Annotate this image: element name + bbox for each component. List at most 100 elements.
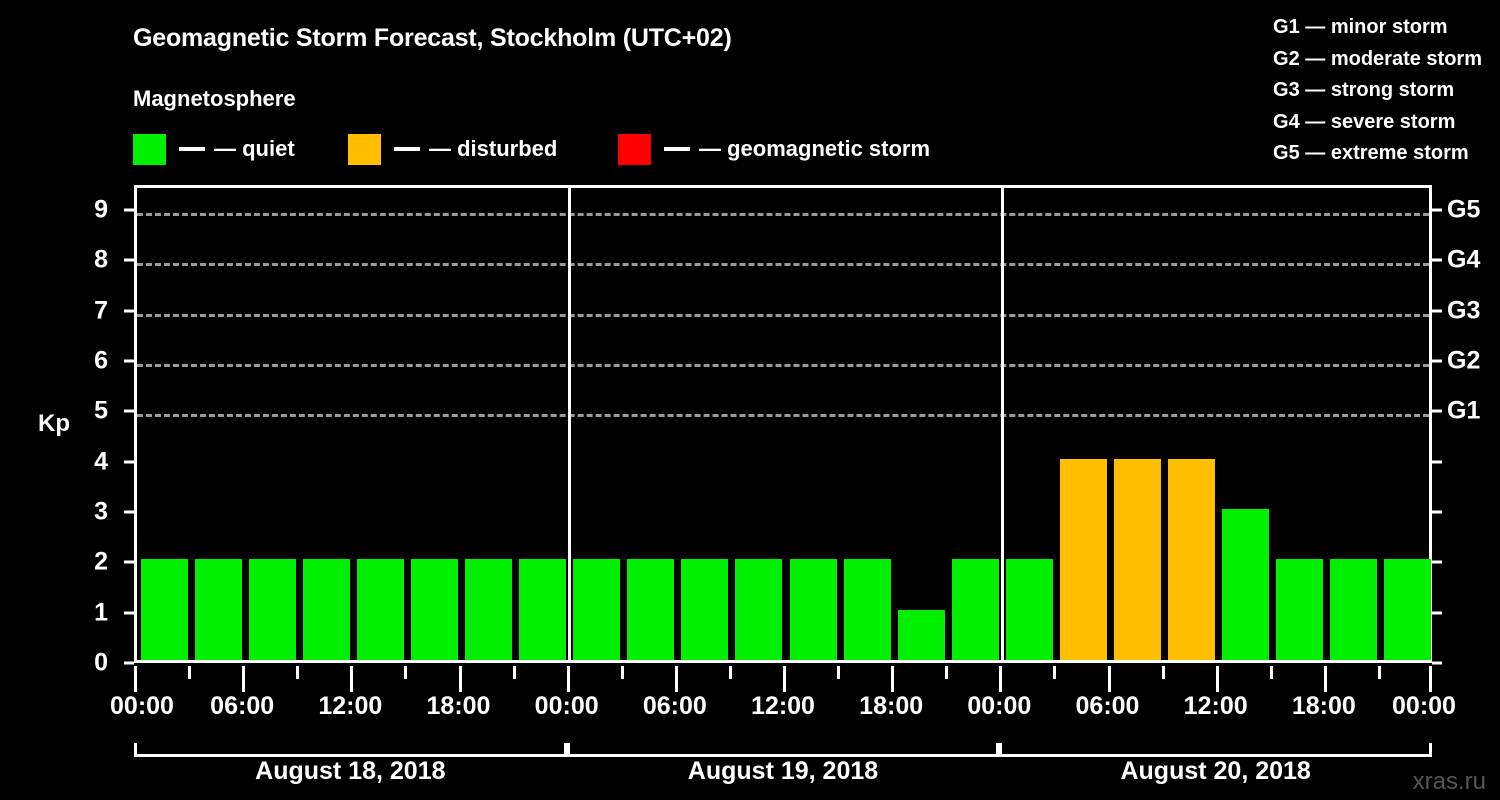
y-tick-mark-8 — [124, 258, 134, 262]
gridline-kp-8 — [137, 263, 1429, 267]
x-tick-mark — [1053, 666, 1057, 679]
legend-item-disturbed: — disturbed — [348, 133, 557, 165]
legend-label-quiet: — quiet — [214, 136, 295, 161]
g-axis-tick-mark-3 — [1432, 510, 1442, 514]
legend-label-geomagnetic-storm: — geomagnetic storm — [699, 136, 931, 161]
y-tick-mark-9 — [124, 208, 134, 212]
g-scale-label-G5: G5 — [1447, 195, 1481, 224]
bar — [789, 559, 837, 660]
day-label: August 20, 2018 — [1120, 757, 1311, 785]
x-tick-mark — [728, 666, 732, 679]
x-tick-mark — [296, 666, 300, 679]
x-tick-label: 00:00 — [110, 692, 174, 720]
g-scale-label-G3: G3 — [1447, 296, 1481, 325]
x-tick-mark — [1107, 666, 1111, 692]
bar — [1276, 559, 1324, 660]
g-axis-tick-mark-7 — [1432, 309, 1442, 313]
bar — [1384, 559, 1432, 660]
g-scale-label-G1: G1 — [1447, 396, 1481, 425]
x-tick-label: 06:00 — [210, 692, 275, 720]
legend-dash-icon — [664, 147, 690, 151]
y-tick-label-4: 4 — [94, 447, 108, 476]
x-axis-labels: 00:00 06:00 12:00 18:00 00:00 06:00 12:00 18:00… — [110, 692, 1456, 724]
x-tick-mark — [1269, 666, 1273, 679]
bar — [627, 559, 675, 660]
bar — [735, 559, 783, 660]
x-tick-label: 18:00 — [1291, 692, 1356, 720]
y-tick-label-6: 6 — [94, 346, 108, 375]
x-tick-mark — [999, 666, 1003, 692]
y-tick-mark-3 — [124, 510, 134, 514]
x-tick-label: 06:00 — [1075, 692, 1140, 720]
day-brackets: August 18, 2018 August 19, 2018 August 20,… — [134, 743, 1432, 795]
y-tick-label-0: 0 — [94, 648, 108, 677]
g-scale-axis-labels: G1 G2 G3 G4 G5 — [1447, 185, 1500, 663]
day-bracket — [999, 743, 1432, 757]
y-tick-mark-5 — [124, 409, 134, 413]
x-tick-label: 18:00 — [426, 692, 491, 720]
x-tick-mark — [620, 666, 624, 679]
g-scale-axis-ticks — [1432, 185, 1442, 665]
gscale-legend: G1 — minor storm G2 — moderate storm G3 — … — [1273, 12, 1482, 170]
bar — [410, 559, 458, 660]
x-tick-mark — [1161, 666, 1165, 679]
y-tick-label-2: 2 — [94, 547, 108, 576]
x-tick-mark — [1377, 666, 1381, 679]
x-tick-mark — [1323, 666, 1327, 692]
x-tick-mark — [458, 666, 462, 692]
x-tick-label: 12:00 — [1183, 692, 1248, 720]
y-tick-mark-6 — [124, 359, 134, 363]
gscale-legend-row-4: G4 — severe storm — [1273, 110, 1456, 133]
legend-item-quiet: — quiet — [133, 133, 295, 165]
x-axis-ticks — [134, 666, 1432, 692]
bar — [897, 609, 945, 660]
x-tick-mark — [512, 666, 516, 679]
x-tick-label: 18:00 — [859, 692, 924, 720]
x-tick-mark — [674, 666, 678, 692]
day-label: August 18, 2018 — [255, 757, 446, 785]
legend-item-geomagnetic-storm: — geomagnetic storm — [618, 133, 931, 165]
y-axis-title: Kp — [38, 410, 70, 437]
gscale-legend-row-5: G5 — extreme storm — [1273, 142, 1469, 164]
x-tick-mark — [1429, 666, 1432, 692]
y-tick-label-9: 9 — [94, 195, 108, 224]
bar — [194, 559, 242, 660]
y-tick-label-1: 1 — [94, 598, 108, 627]
bar — [1168, 458, 1216, 660]
g-axis-tick-mark-5 — [1432, 409, 1442, 413]
y-axis-ticks — [124, 185, 134, 665]
x-tick-mark — [134, 666, 137, 692]
x-tick-label: 00:00 — [967, 692, 1032, 720]
y-tick-label-5: 5 — [94, 396, 108, 425]
g-axis-tick-mark-9 — [1432, 208, 1442, 212]
bar — [302, 559, 350, 660]
x-tick-label: 00:00 — [1392, 692, 1456, 720]
x-tick-label: 06:00 — [642, 692, 707, 720]
y-tick-mark-0 — [124, 661, 134, 665]
bar — [1222, 509, 1270, 660]
legend-dash-icon — [394, 147, 420, 151]
y-axis-labels: 0 1 2 3 4 5 6 7 8 9 — [60, 185, 108, 677]
day-separator-line — [568, 188, 572, 660]
y-tick-mark-7 — [124, 309, 134, 313]
x-tick-mark — [188, 666, 192, 679]
y-tick-mark-1 — [124, 611, 134, 615]
legend-swatch-geomagnetic-storm — [618, 133, 651, 165]
bar — [140, 559, 188, 660]
bar — [1005, 559, 1053, 660]
gridline-kp-6 — [137, 364, 1429, 368]
day-bracket — [566, 743, 1000, 757]
x-tick-mark — [566, 666, 570, 692]
bar — [573, 559, 621, 660]
magnetosphere-label: Magnetosphere — [133, 86, 296, 111]
x-tick-label: 12:00 — [751, 692, 815, 720]
x-tick-label: 00:00 — [534, 692, 599, 720]
bar — [356, 559, 404, 660]
watermark: xras.ru — [1412, 768, 1486, 795]
x-tick-label: 12:00 — [318, 692, 383, 720]
page-title: Geomagnetic Storm Forecast, Stockholm (U… — [133, 24, 732, 52]
g-axis-tick-mark-4 — [1432, 460, 1442, 464]
chart-plot-area — [134, 185, 1432, 663]
day-bracket — [134, 743, 567, 757]
y-tick-label-8: 8 — [94, 245, 108, 274]
